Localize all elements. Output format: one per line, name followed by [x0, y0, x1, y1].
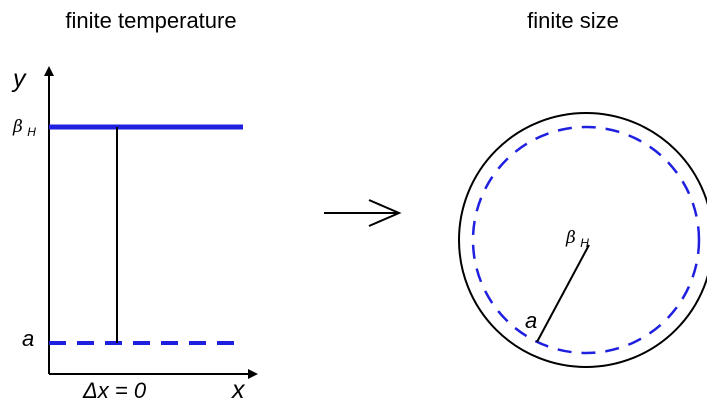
- left-panel-title: finite temperature: [65, 8, 236, 33]
- right-panel: finite size β H a: [458, 8, 707, 368]
- a-label: a: [22, 326, 34, 351]
- edge-a-label: a: [525, 308, 537, 333]
- outer-boundary-circle: [458, 112, 707, 368]
- cutoff-circle: [471, 125, 701, 355]
- beta-h-base: β: [12, 117, 23, 137]
- center-beta-h-label: β H: [565, 228, 589, 250]
- x-axis-label: x: [231, 376, 246, 403]
- center-beta-h-subscript: H: [580, 236, 589, 250]
- transform-arrow: [324, 199, 402, 227]
- delta-x-label: Δx = 0: [82, 378, 147, 403]
- beta-h-label: β H: [12, 117, 36, 139]
- left-panel: finite temperature y x β H a Δx = 0: [11, 8, 258, 403]
- center-beta-h-base: β: [565, 228, 576, 248]
- beta-h-subscript: H: [27, 125, 36, 139]
- right-panel-title: finite size: [527, 8, 619, 33]
- y-axis-label: y: [11, 65, 27, 93]
- transform-arrow-head: [368, 199, 402, 227]
- radial-segment: [536, 244, 590, 343]
